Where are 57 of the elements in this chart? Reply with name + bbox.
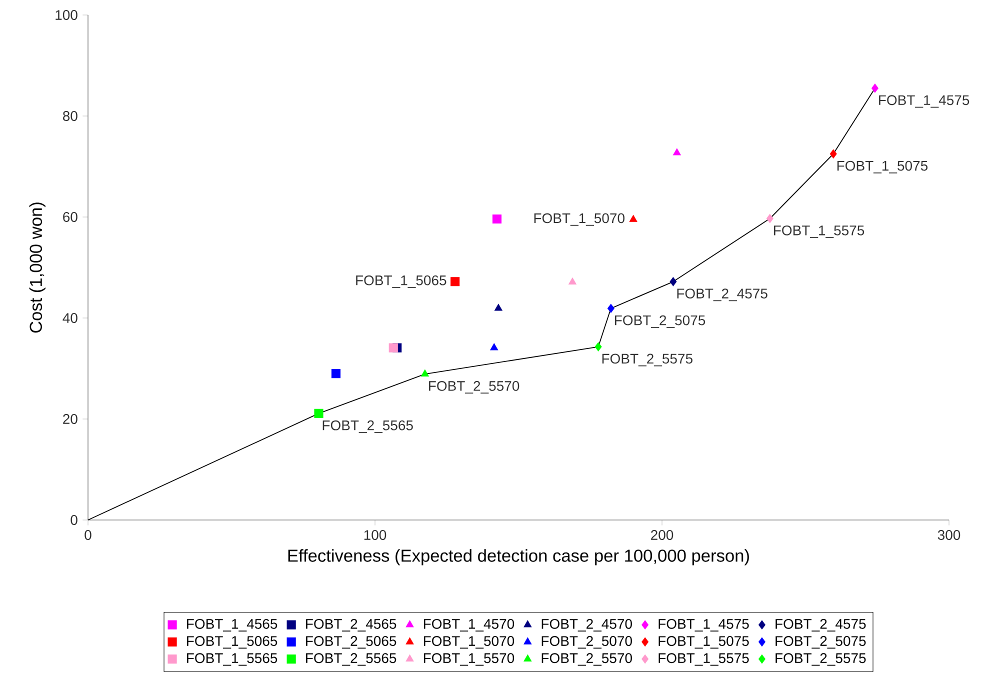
- legend-label: FOBT_1_4565: [187, 618, 278, 632]
- point: [314, 408, 324, 418]
- legend-label: FOBT_2_5575: [776, 653, 866, 666]
- x-tick-label: 300: [938, 530, 960, 540]
- annotation: FOBT_2_5570: [429, 381, 520, 394]
- annotation: FOBT_1_4575: [879, 95, 970, 108]
- point: [871, 84, 878, 93]
- legend-label: FOBT_2_5070: [542, 636, 632, 649]
- legend-label: FOBT_1_4570: [424, 618, 514, 632]
- annotation: FOBT_1_5575: [774, 225, 864, 238]
- point: [331, 369, 341, 378]
- y-tick-label: 80: [62, 111, 78, 121]
- legend-label: FOBT_1_5075: [658, 636, 749, 649]
- legend-label: FOBT_2_5570: [542, 653, 632, 666]
- legend-label: FOBT_1_5065: [187, 636, 278, 649]
- x-tick-label: 100: [364, 530, 386, 540]
- legend-label: FOBT_1_5575: [658, 653, 749, 666]
- point: [670, 277, 677, 286]
- point: [594, 342, 602, 352]
- y-axis-title: Cost (1,000 won): [29, 202, 46, 333]
- point: [494, 304, 502, 311]
- point: [830, 149, 837, 158]
- annotation: FOBT_1_5070: [534, 213, 624, 226]
- annotation: FOBT_2_5575: [602, 354, 692, 366]
- annotation: FOBT_1_5075: [837, 160, 928, 174]
- y-tick-label: 0: [70, 515, 78, 525]
- legend-label: FOBT_2_5065: [306, 636, 396, 649]
- legend-label: FOBT_2_5565: [306, 653, 396, 666]
- point: [490, 343, 498, 350]
- y-tick-label: 100: [56, 10, 78, 20]
- legend-label: FOBT_2_4570: [542, 618, 632, 632]
- annotation: FOBT_2_5075: [615, 315, 706, 328]
- legend-label: FOBT_1_5570: [424, 653, 514, 666]
- legend-label: FOBT_2_4565: [306, 618, 396, 632]
- point: [672, 148, 681, 156]
- point: [420, 370, 429, 376]
- point: [388, 343, 398, 352]
- legend-label: FOBT_1_5070: [424, 636, 514, 649]
- legend-label: FOBT_2_4575: [776, 618, 866, 632]
- x-axis-title: Effectiveness (Expected detection case per 100,000 person): [288, 549, 749, 566]
- legend-label: FOBT_2_5075: [776, 636, 866, 649]
- legend-label: FOBT_1_5565: [187, 653, 278, 666]
- legend-label: FOBT_1_4575: [658, 618, 749, 632]
- point: [568, 278, 576, 285]
- point: [629, 214, 638, 222]
- y-tick-label: 40: [62, 313, 78, 323]
- annotation: FOBT_1_5065: [356, 275, 446, 288]
- annotation: FOBT_2_4575: [677, 288, 768, 302]
- y-tick-label: 60: [63, 212, 78, 222]
- x-tick-label: 0: [84, 530, 92, 540]
- y-tick-label: 20: [63, 414, 78, 424]
- point: [450, 277, 460, 286]
- annotation: FOBT_2_5565: [322, 420, 413, 433]
- point: [492, 214, 502, 224]
- x-tick-label: 200: [651, 530, 674, 540]
- point: [766, 214, 774, 224]
- point: [607, 304, 614, 313]
